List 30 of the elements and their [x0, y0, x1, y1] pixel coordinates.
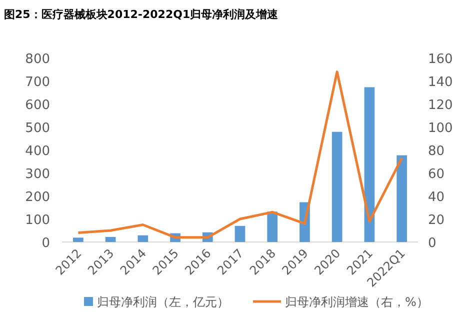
line-series	[76, 70, 404, 239]
y2-tick-label: 60	[428, 167, 445, 182]
y2-tick-label: 0	[428, 236, 436, 251]
legend-label: 归母净利润（左，亿元）	[97, 295, 229, 309]
y-tick-label: 400	[25, 144, 50, 159]
bar	[267, 212, 278, 242]
bar	[234, 226, 246, 242]
bar	[332, 132, 342, 242]
bar	[73, 238, 84, 242]
y2-tick-label: 20	[428, 213, 445, 228]
y-tick-label: 700	[25, 75, 50, 90]
y-tick-label: 0	[42, 236, 50, 251]
y-tick-label: 300	[25, 167, 50, 182]
y-tick-label: 600	[25, 98, 50, 113]
y2-tick-label: 140	[428, 75, 453, 90]
y-tick-label: 500	[25, 121, 50, 136]
bar	[396, 155, 407, 242]
chart-title: 图25：医疗器械板块2012-2022Q1归母净利润及增速	[4, 8, 280, 21]
y-tick-label: 800	[25, 52, 50, 67]
y2-tick-label: 40	[428, 190, 445, 205]
bar	[105, 236, 116, 242]
y-tick-label: 100	[25, 213, 50, 228]
y2-tick-label: 80	[428, 144, 445, 159]
y2-tick-label: 120	[428, 98, 453, 113]
bar	[138, 235, 148, 242]
y2-tick-label: 160	[428, 52, 453, 67]
y-tick-label: 200	[25, 190, 50, 205]
y2-tick-label: 100	[428, 121, 453, 136]
legend-label: 归母净利润增速（右，%）	[285, 295, 428, 309]
bar	[364, 87, 375, 242]
